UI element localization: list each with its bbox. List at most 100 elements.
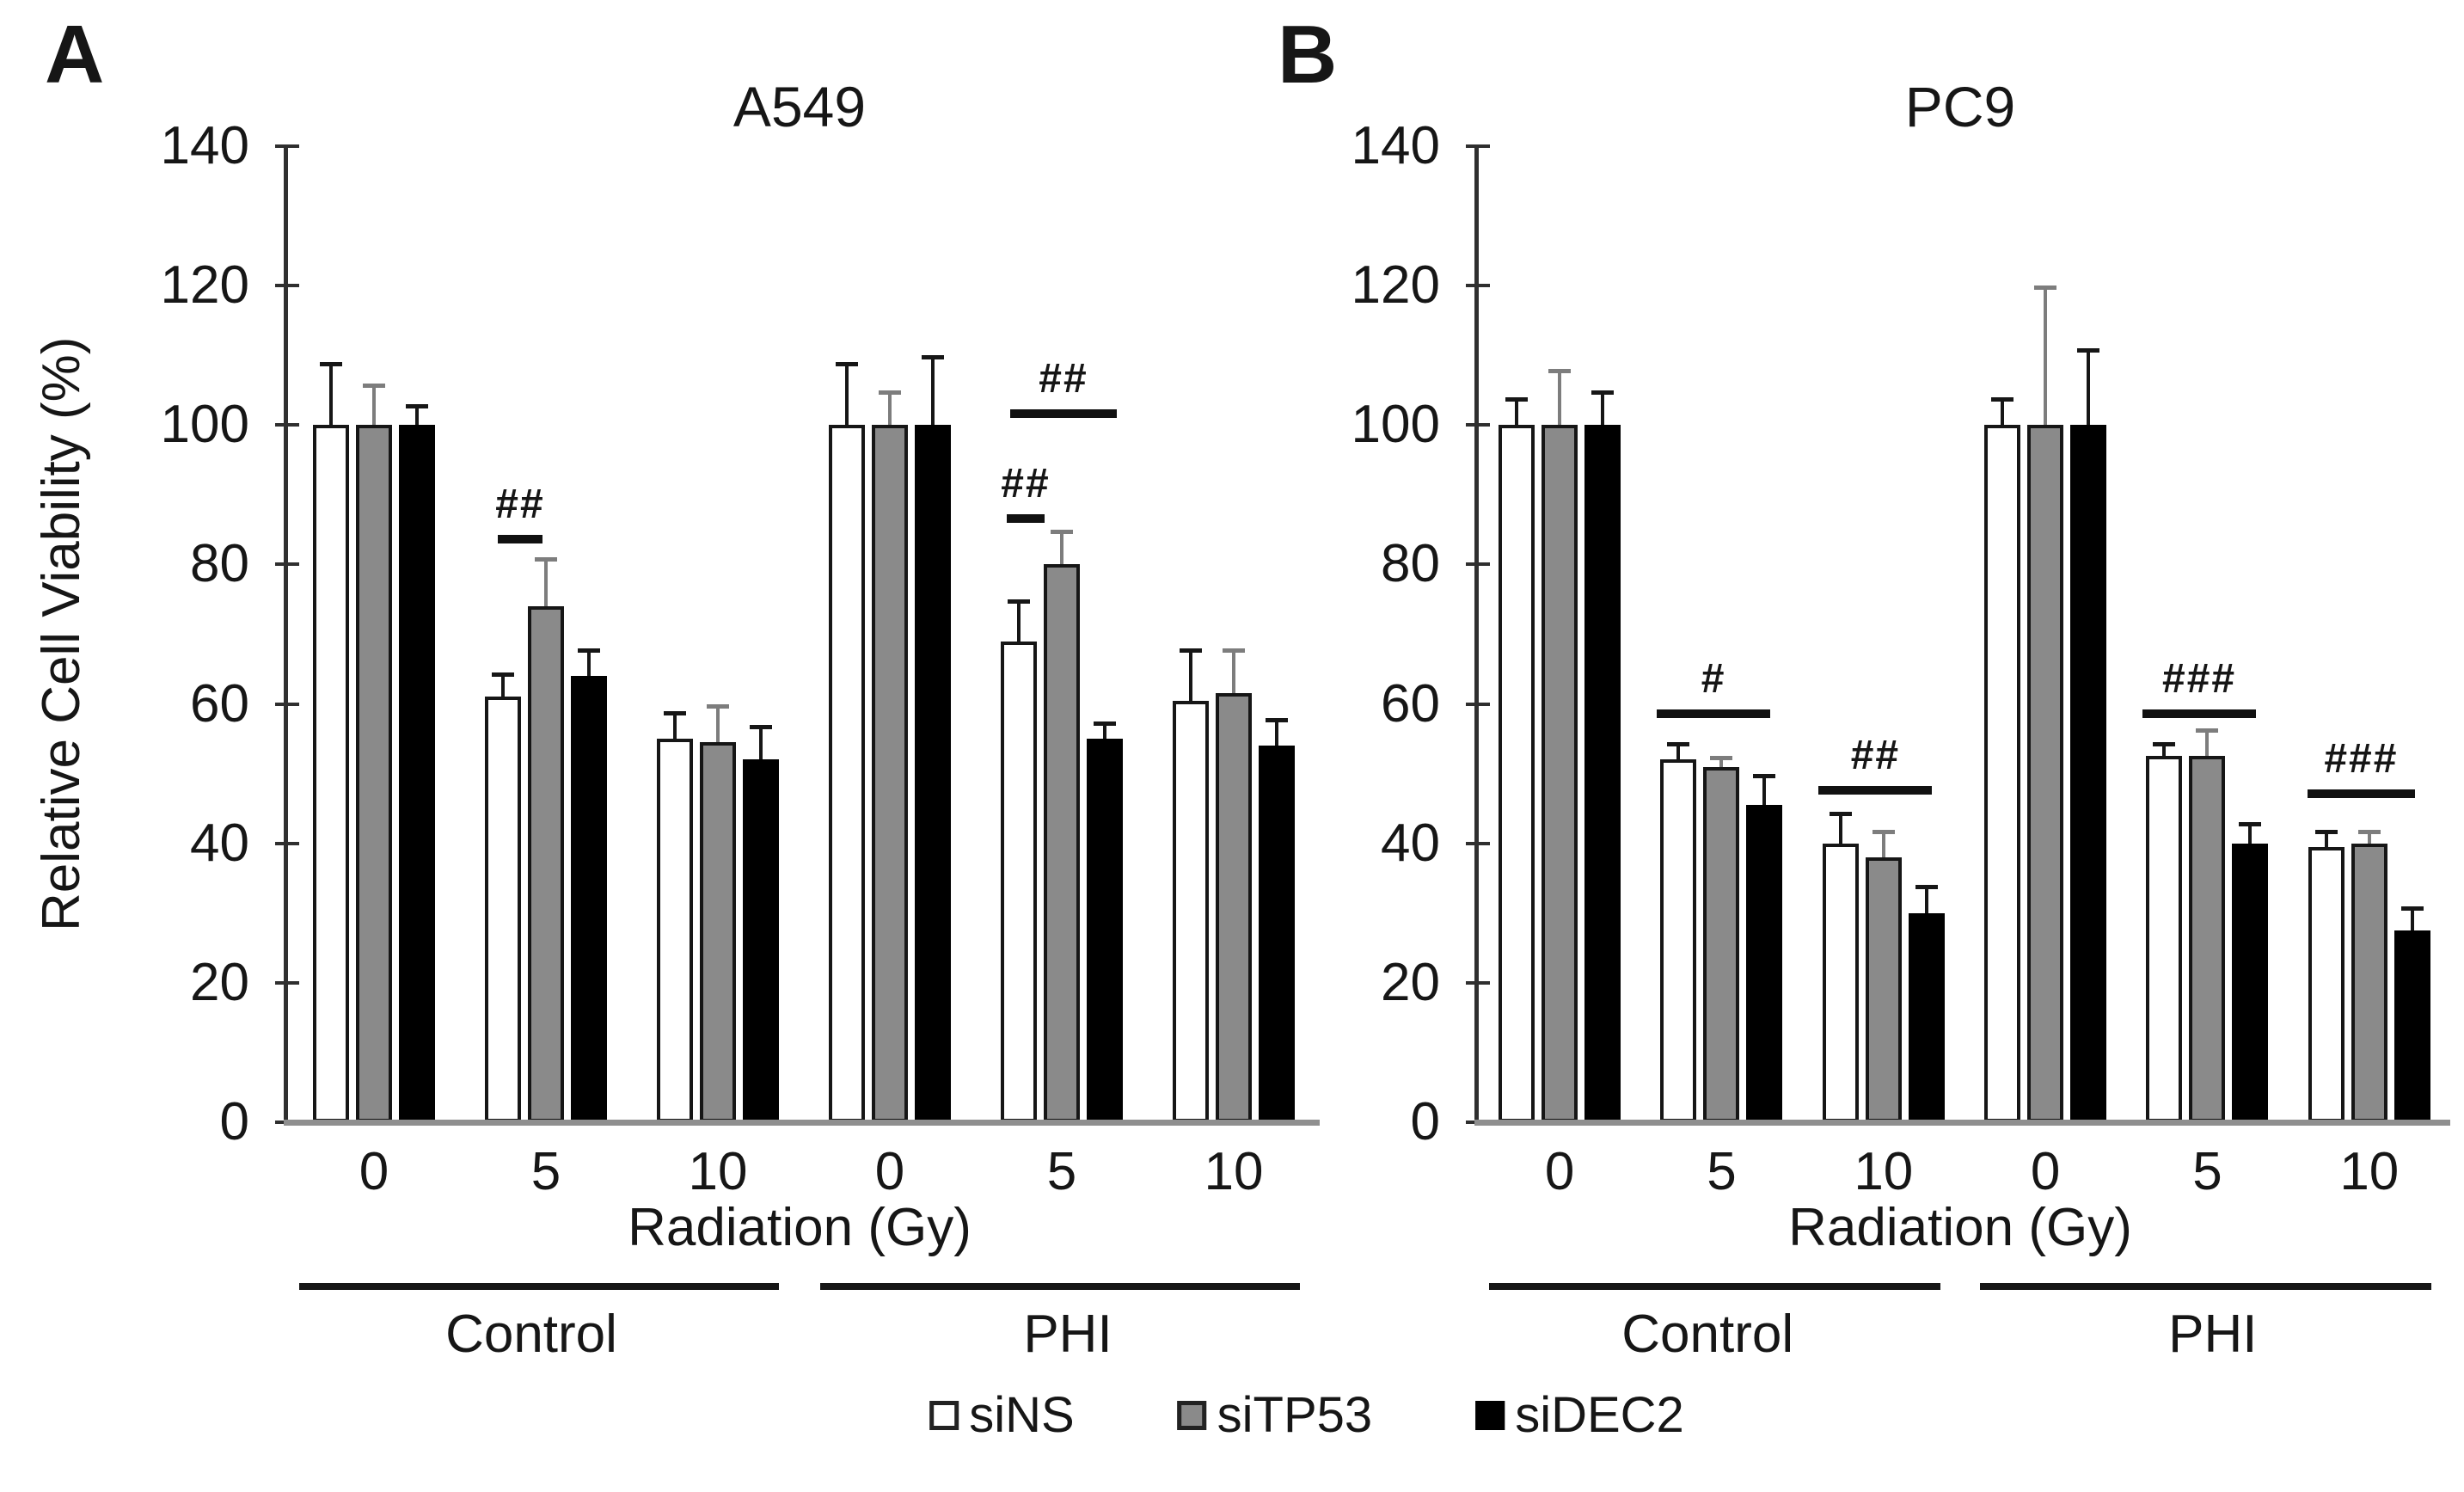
group-PHI-0Gy: 0: [1964, 146, 2126, 1201]
error-bar-cap: [1266, 717, 1288, 722]
section-Control: 0 5 #10 ##: [1479, 146, 1964, 1201]
error-bar-stem: [2367, 829, 2371, 844]
error-bar-stem: [1189, 648, 1192, 701]
panel-a-x-axis-label: Radiation (Gy): [628, 1198, 972, 1257]
error-bar-A549-PHI-5Gy-siNS: [1008, 599, 1030, 642]
x-tick-label-Control-0: 0: [359, 1142, 389, 1201]
error-bar-cap: [1991, 396, 2014, 402]
error-bar-PC9-Control-10Gy-siDEC2: [1915, 885, 1938, 913]
legend-item-siNS: siNS: [929, 1386, 1075, 1444]
bar-A549-Control-10Gy-siNS: [657, 739, 693, 1122]
panel-a-title: A549: [732, 75, 867, 138]
error-bar-cap: [1051, 529, 1073, 534]
y-tick-40: [275, 841, 299, 845]
y-tick-20: [1466, 980, 1490, 985]
error-bar-cap: [2153, 742, 2176, 747]
error-bar-stem: [587, 648, 591, 677]
bar-A549-Control-10Gy-siTP53: [700, 742, 736, 1122]
error-bar-cap: [836, 362, 858, 367]
error-bar-PC9-PHI-0Gy-siDEC2: [2077, 348, 2100, 426]
bar-PC9-PHI-0Gy-siNS: [1984, 425, 2021, 1122]
error-bar-PC9-Control-5Gy-siTP53: [1710, 756, 1733, 767]
x-tick-label-PHI-0: 0: [2030, 1142, 2061, 1201]
bar-A549-PHI-0Gy-siDEC2: [915, 425, 951, 1122]
group-Control-10Gy: 10 ##: [1803, 146, 1964, 1201]
error-bar-cap: [1094, 721, 1116, 726]
y-tick-label-20: 20: [190, 952, 249, 1012]
error-bar-cap: [707, 703, 729, 709]
x-tick-label-Control-10: 10: [1854, 1142, 1914, 1201]
y-tick-60: [275, 702, 299, 706]
x-tick-label-PHI-10: 10: [1204, 1142, 1264, 1201]
error-bar-stem: [2162, 742, 2167, 757]
bars-row: [1499, 425, 1621, 1122]
x-tick-label-PHI-10: 10: [2339, 1142, 2400, 1201]
bars-row: [1822, 843, 1945, 1122]
error-bar-stem: [1060, 529, 1063, 565]
error-bar-PC9-PHI-10Gy-siNS: [2314, 829, 2338, 847]
group-Control-0Gy: 0: [288, 146, 460, 1201]
error-bar-cap: [578, 648, 600, 653]
bar-PC9-PHI-5Gy-siDEC2: [2232, 843, 2269, 1122]
section-Control: 0 5 ## 10: [288, 146, 804, 1201]
panel-a-control-label: Control: [445, 1305, 617, 1364]
bars-row: [1660, 759, 1783, 1122]
error-bar-PC9-PHI-10Gy-siDEC2: [2400, 906, 2424, 931]
error-bar-stem: [329, 362, 333, 426]
error-bar-stem: [2205, 728, 2210, 757]
error-bar-A549-PHI-0Gy-siNS: [836, 362, 858, 426]
error-bar-stem: [1676, 742, 1681, 760]
error-bar-A549-PHI-10Gy-siNS: [1180, 648, 1202, 701]
error-bar-cap: [535, 557, 557, 562]
error-bar-stem: [1601, 390, 1605, 426]
error-bar-stem: [2001, 396, 2005, 426]
error-bar-PC9-Control-5Gy-siNS: [1667, 742, 1690, 760]
error-bar-cap: [2034, 286, 2057, 291]
error-bar-PC9-PHI-10Gy-siTP53: [2357, 829, 2381, 844]
bar-PC9-PHI-10Gy-siTP53: [2351, 843, 2387, 1122]
error-bar-A549-Control-5Gy-siNS: [492, 672, 514, 697]
bars-row: [1173, 693, 1295, 1122]
siTP53-swatch-icon: [1177, 1400, 1207, 1430]
panel-a-plot-area: 0 20 40 60 80 100 120 140 0 5 ## 10 0 5 ## ## 10: [161, 116, 1320, 1201]
error-bar-PC9-PHI-5Gy-siDEC2: [2239, 822, 2262, 844]
error-bar-stem: [1838, 812, 1842, 844]
group-PHI-5Gy: 5 ## ##: [976, 146, 1148, 1201]
error-bar-stem: [544, 557, 548, 607]
error-bar-stem: [845, 362, 849, 426]
bar-A549-Control-0Gy-siNS: [313, 425, 349, 1122]
error-bar-A549-Control-5Gy-siDEC2: [578, 648, 600, 677]
panel-a-phi-label: PHI: [1023, 1305, 1112, 1364]
y-tick-label-100: 100: [160, 395, 249, 455]
error-bar-PC9-Control-10Gy-siNS: [1829, 812, 1852, 844]
y-tick-80: [1466, 562, 1490, 567]
panel-b-plot-area: 0 20 40 60 80 100 120 140 0 5 #10 ## 0 5 ### 10 ###: [1352, 116, 2450, 1201]
error-bar-cap: [1591, 390, 1615, 395]
error-bar-cap: [320, 362, 342, 367]
x-tick-label-Control-5: 5: [1707, 1142, 1737, 1201]
error-bar-cap: [2400, 906, 2424, 911]
error-bar-stem: [1275, 717, 1278, 746]
error-bar-PC9-PHI-5Gy-siNS: [2153, 742, 2176, 757]
significance-line-##: [1007, 513, 1045, 523]
bars-row: [2308, 843, 2430, 1122]
error-bar-cap: [922, 355, 944, 360]
x-tick-label-Control-5: 5: [530, 1142, 561, 1201]
bar-PC9-Control-10Gy-siDEC2: [1908, 912, 1945, 1122]
error-bar-cap: [1915, 885, 1938, 890]
bar-PC9-PHI-10Gy-siNS: [2308, 846, 2344, 1122]
bar-A549-PHI-10Gy-siNS: [1173, 700, 1209, 1122]
panel-a-phi-underline: [820, 1283, 1300, 1290]
y-tick-label-120: 120: [1351, 255, 1440, 316]
significance-line-##: [498, 535, 542, 544]
y-tick-label-140: 140: [160, 116, 249, 175]
y-tick-120: [275, 284, 299, 288]
bars-row: [829, 425, 951, 1122]
error-bar-stem: [1762, 773, 1767, 806]
bar-A549-Control-5Gy-siNS: [485, 697, 521, 1122]
panel-a-letter: A: [45, 9, 105, 101]
y-tick-label-60: 60: [1381, 673, 1440, 734]
error-bar-A549-Control-0Gy-siDEC2: [406, 403, 428, 426]
bar-A549-PHI-10Gy-siDEC2: [1259, 746, 1295, 1122]
significance-line-###: [2308, 789, 2415, 799]
